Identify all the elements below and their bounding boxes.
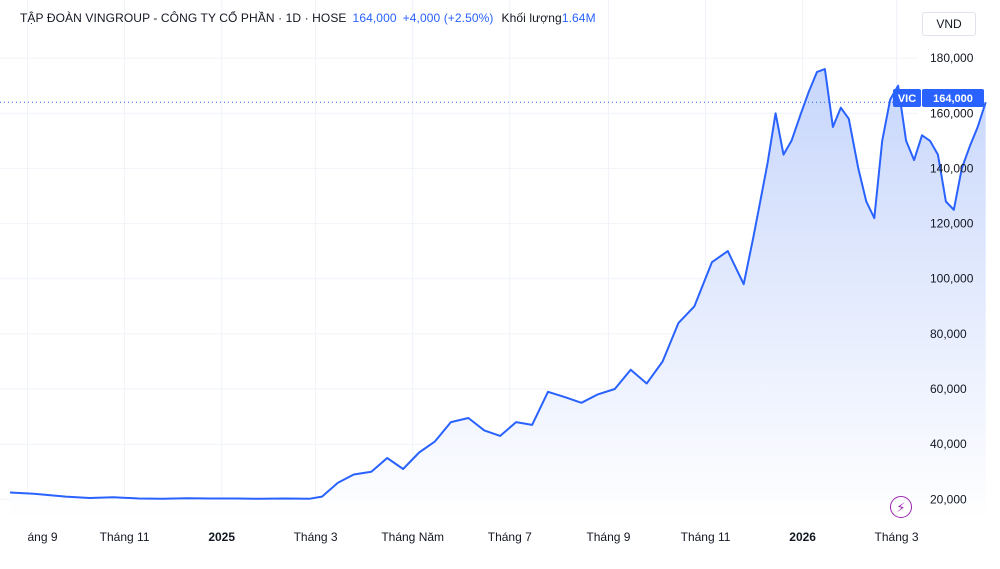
- y-tick-label: 40,000: [930, 437, 967, 451]
- y-tick-label: 120,000: [930, 217, 974, 231]
- chart-legend: TẬP ĐOÀN VINGROUP - CÔNG TY CỔ PHẦN · 1D…: [20, 11, 596, 25]
- price-tag: VIC 164,000: [893, 89, 984, 107]
- price-area: [10, 69, 986, 520]
- lightning-icon[interactable]: ⚡: [890, 496, 912, 518]
- volume-value: 1.64M: [561, 11, 596, 25]
- x-tick-label: Tháng 9: [586, 530, 630, 544]
- x-tick-label: Tháng Năm: [381, 530, 444, 544]
- x-tick-label: áng 9: [28, 530, 58, 544]
- x-tick-label: 2025: [208, 530, 235, 544]
- y-tick-label: 60,000: [930, 382, 967, 396]
- symbol-name: TẬP ĐOÀN VINGROUP - CÔNG TY CỔ PHẦN · 1D…: [20, 11, 347, 25]
- y-tick-label: 100,000: [930, 272, 974, 286]
- x-tick-label: Tháng 3: [875, 530, 919, 544]
- x-axis: áng 9 Tháng 11 2025 Tháng 3 Tháng Năm Tháng 7…: [28, 530, 919, 544]
- price-tag-value: 164,000: [933, 93, 973, 105]
- x-tick-label: 2026: [789, 530, 816, 544]
- y-tick-label: 80,000: [930, 327, 967, 341]
- price-change: +4,000 (+2.50%): [402, 11, 494, 25]
- y-axis: 20,000 40,000 60,000 80,000 100,000 120,000 14…: [930, 51, 974, 506]
- x-tick-label: Tháng 11: [100, 530, 150, 544]
- volume-label: Khối lượng: [501, 11, 562, 25]
- x-tick-label: Tháng 7: [488, 530, 532, 544]
- y-tick-label: 140,000: [930, 161, 974, 175]
- price-tag-symbol-bg: [893, 89, 921, 107]
- price-tag-symbol: VIC: [898, 93, 916, 105]
- price-tag-value-bg: [922, 89, 984, 107]
- currency-button[interactable]: VND: [922, 12, 976, 36]
- current-price: 164,000: [352, 11, 397, 25]
- x-tick-label: Tháng 11: [681, 530, 731, 544]
- y-tick-label: 160,000: [930, 106, 974, 120]
- x-tick-label: Tháng 3: [294, 530, 338, 544]
- y-tick-label: 180,000: [930, 51, 974, 65]
- y-tick-label: 20,000: [930, 492, 967, 506]
